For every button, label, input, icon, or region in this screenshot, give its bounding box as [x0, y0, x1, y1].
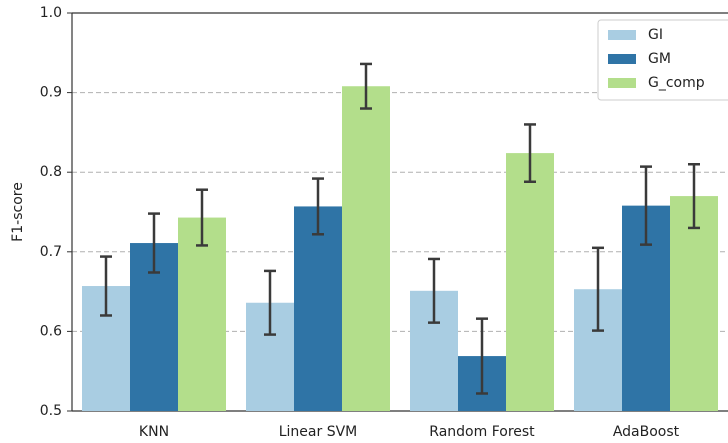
legend-label: GM — [648, 51, 671, 67]
x-tick-label: Random Forest — [429, 424, 535, 440]
bar — [294, 206, 342, 411]
y-tick-label: 0.6 — [40, 323, 62, 339]
y-tick-label: 0.7 — [40, 244, 62, 260]
x-tick-label: KNN — [139, 424, 169, 440]
y-tick-label: 0.5 — [40, 403, 62, 419]
legend-swatch — [608, 54, 636, 64]
y-tick-label: 0.8 — [40, 164, 62, 180]
x-tick-label: Linear SVM — [279, 424, 358, 440]
bar — [506, 153, 554, 411]
x-tick-label: AdaBoost — [613, 424, 680, 440]
y-axis-label: F1-score — [10, 182, 26, 242]
bar — [342, 86, 390, 412]
y-tick-label: 1.0 — [40, 5, 62, 21]
y-tick-label: 0.9 — [40, 85, 62, 101]
legend-swatch — [608, 78, 636, 88]
legend-swatch — [608, 30, 636, 40]
bar — [670, 196, 718, 411]
legend-label: GI — [648, 27, 663, 43]
bar — [178, 217, 226, 411]
legend-label: G_comp — [648, 75, 705, 91]
